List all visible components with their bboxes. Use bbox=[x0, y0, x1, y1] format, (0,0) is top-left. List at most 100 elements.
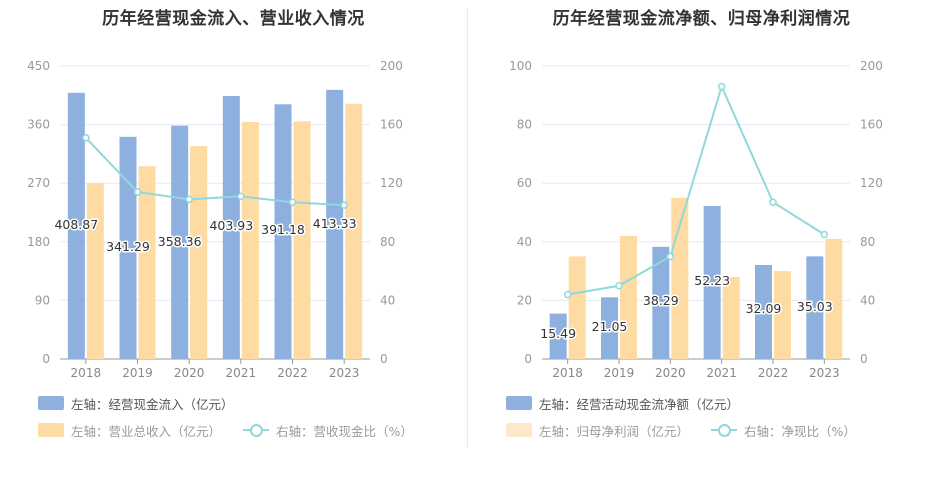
line-point-1-2020 bbox=[666, 252, 675, 261]
bar-0-series1-2023 bbox=[345, 103, 363, 360]
chart-title: 历年经营现金流入、营业收入情况 bbox=[102, 9, 365, 29]
chart-plot-area: 0 90 180 270 360 450 0 40 80 120 160 200 2018 2019 202… bbox=[27, 59, 403, 380]
legend-label-net-cash-flow[interactable]: 左轴：经营活动现金流净额（亿元） bbox=[539, 396, 740, 412]
right-axis-tick-label: 40 bbox=[860, 293, 875, 307]
chart-content: 0 90 180 270 360 450 0 40 80 120 160 200 2018 2019 202… bbox=[27, 59, 403, 380]
legend-swatch-net-cash-flow bbox=[506, 396, 532, 410]
data-label-1-2019: 21.05 bbox=[592, 319, 628, 334]
line-series-0 bbox=[85, 137, 345, 207]
bar-1-series1-2023 bbox=[825, 238, 843, 359]
left-axis-tick-label: 180 bbox=[27, 235, 50, 249]
legend-row-2: 左轴：归母净利润（亿元） 右轴：净现比（%） bbox=[506, 421, 856, 439]
legend-label-net-cash-ratio[interactable]: 右轴：净现比（%） bbox=[744, 423, 856, 439]
x-axis-tick-label: 2018 bbox=[552, 366, 583, 380]
bar-0-series0-2019 bbox=[119, 136, 137, 359]
data-label-1-2023: 35.03 bbox=[797, 299, 833, 314]
line-point-0-2019 bbox=[133, 188, 142, 196]
bar-0-series0-2020 bbox=[171, 125, 189, 360]
data-label-0-2019: 341.29 bbox=[106, 239, 150, 254]
right-axis-tick-label: 160 bbox=[380, 118, 403, 132]
x-axis-tick-label: 2021 bbox=[226, 366, 257, 380]
right-axis-tick-label: 0 bbox=[380, 352, 388, 366]
chart-plot-area: 0 20 40 60 80 100 0 40 80 120 160 200 2018 2019 2020 20… bbox=[509, 59, 883, 380]
line-point-0-2018 bbox=[82, 134, 90, 142]
data-label-0-2021: 403.93 bbox=[209, 218, 253, 233]
legend-label-net-profit[interactable]: 左轴：归母净利润（亿元） bbox=[539, 423, 690, 439]
x-axis-tick-label: 2021 bbox=[706, 366, 737, 380]
x-axis-tick-label: 2022 bbox=[277, 366, 308, 380]
bar-1-series1-2019 bbox=[620, 235, 637, 359]
left-axis-tick-label: 40 bbox=[517, 235, 532, 249]
line-series-1 bbox=[567, 83, 825, 296]
legend-swatch-revenue-cash-ratio bbox=[243, 423, 270, 437]
line-point-0-2021 bbox=[237, 192, 245, 201]
bar-0-series1-2022 bbox=[293, 121, 311, 359]
legend-row-1: 左轴：经营活动现金流净额（亿元） bbox=[506, 394, 739, 412]
bar-1-series1-2022 bbox=[774, 271, 791, 359]
bar-0-series0-2023 bbox=[326, 89, 344, 359]
x-axis-tick-label: 2020 bbox=[174, 366, 205, 380]
x-axis-tick-label: 2022 bbox=[758, 366, 789, 380]
line-point-1-2022 bbox=[769, 198, 777, 206]
right-axis-tick-label: 40 bbox=[380, 293, 395, 307]
left-axis-tick-label: 0 bbox=[524, 352, 532, 366]
legend-swatch-net-cash-ratio bbox=[711, 423, 738, 437]
left-axis-tick-label: 450 bbox=[27, 59, 50, 73]
bar-0-series0-2021 bbox=[222, 95, 240, 359]
x-axis-tick-label: 2019 bbox=[604, 366, 635, 380]
chart-title: 历年经营现金流净额、归母净利润情况 bbox=[552, 9, 851, 29]
data-label-0-2020: 358.36 bbox=[158, 234, 202, 249]
left-axis-tick-label: 270 bbox=[27, 176, 50, 190]
bar-1-series0-2019 bbox=[601, 297, 618, 359]
data-label-0-2018: 408.87 bbox=[54, 217, 98, 232]
legend-label-revenue[interactable]: 左轴：营业总收入（亿元） bbox=[71, 423, 222, 439]
legend-swatch-revenue bbox=[38, 423, 64, 437]
bar-1-series0-2020 bbox=[652, 246, 670, 359]
chart-content: 0 20 40 60 80 100 0 40 80 120 160 200 2018 2019 2020 20… bbox=[509, 59, 883, 380]
bar-0-series1-2021 bbox=[241, 121, 259, 360]
left-axis-tick-label: 60 bbox=[517, 176, 532, 190]
data-label-1-2018: 15.49 bbox=[540, 326, 576, 341]
data-label-1-2021: 52.23 bbox=[694, 273, 730, 288]
bar-1-series0-2021 bbox=[703, 205, 721, 359]
bar-1-series1-2018 bbox=[568, 256, 586, 359]
panel-divider bbox=[467, 8, 468, 448]
data-label-1-2022: 32.09 bbox=[746, 301, 782, 316]
legend-swatch-net-profit bbox=[506, 423, 532, 437]
legend-row-1: 左轴：经营现金流入（亿元） bbox=[38, 394, 234, 412]
right-axis-tick-label: 160 bbox=[860, 118, 883, 132]
right-axis-tick-label: 80 bbox=[380, 235, 395, 249]
right-axis-tick-label: 0 bbox=[860, 352, 868, 366]
line-point-1-2023 bbox=[820, 230, 829, 239]
right-axis-tick-label: 80 bbox=[860, 235, 875, 249]
left-axis-tick-label: 20 bbox=[517, 293, 532, 307]
x-axis-tick-label: 2023 bbox=[809, 366, 840, 380]
bar-0-series0-2022 bbox=[274, 104, 292, 359]
legend-label-revenue-cash-ratio[interactable]: 右轴：营收现金比（%） bbox=[276, 423, 413, 439]
right-axis-tick-label: 120 bbox=[860, 176, 883, 190]
bar-0-series1-2019 bbox=[138, 166, 156, 359]
line-point-0-2020 bbox=[185, 195, 193, 204]
x-axis-tick-label: 2020 bbox=[655, 366, 686, 380]
right-axis-tick-label: 200 bbox=[380, 59, 403, 73]
x-axis-tick-label: 2019 bbox=[122, 366, 153, 380]
left-axis-tick-label: 100 bbox=[509, 59, 532, 73]
line-point-1-2021 bbox=[717, 82, 726, 91]
line-point-0-2022 bbox=[288, 198, 297, 206]
left-axis-tick-label: 80 bbox=[517, 118, 532, 132]
data-label-0-2022: 391.18 bbox=[261, 222, 305, 237]
bar-0-series1-2020 bbox=[190, 146, 208, 359]
bar-1-series0-2022 bbox=[755, 264, 772, 359]
chart-panel-net-cash-flow-profit: 历年经营现金流净额、归母净利润情况 0 20 40 60 80 100 0 40 80 120 16… bbox=[468, 0, 935, 480]
bar-0-series0-2018 bbox=[67, 92, 85, 359]
line-point-0-2023 bbox=[340, 201, 348, 209]
x-axis-tick-label: 2023 bbox=[329, 366, 360, 380]
line-point-1-2019 bbox=[615, 282, 623, 290]
bar-0-series1-2018 bbox=[86, 183, 104, 359]
legend-swatch-cash-inflow bbox=[38, 396, 64, 410]
legend-label-cash-inflow[interactable]: 左轴：经营现金流入（亿元） bbox=[71, 396, 234, 412]
left-axis-tick-label: 360 bbox=[27, 118, 50, 132]
left-axis-tick-label: 0 bbox=[42, 352, 50, 366]
bar-1-series0-2023 bbox=[806, 256, 824, 359]
left-axis-tick-label: 90 bbox=[35, 293, 50, 307]
